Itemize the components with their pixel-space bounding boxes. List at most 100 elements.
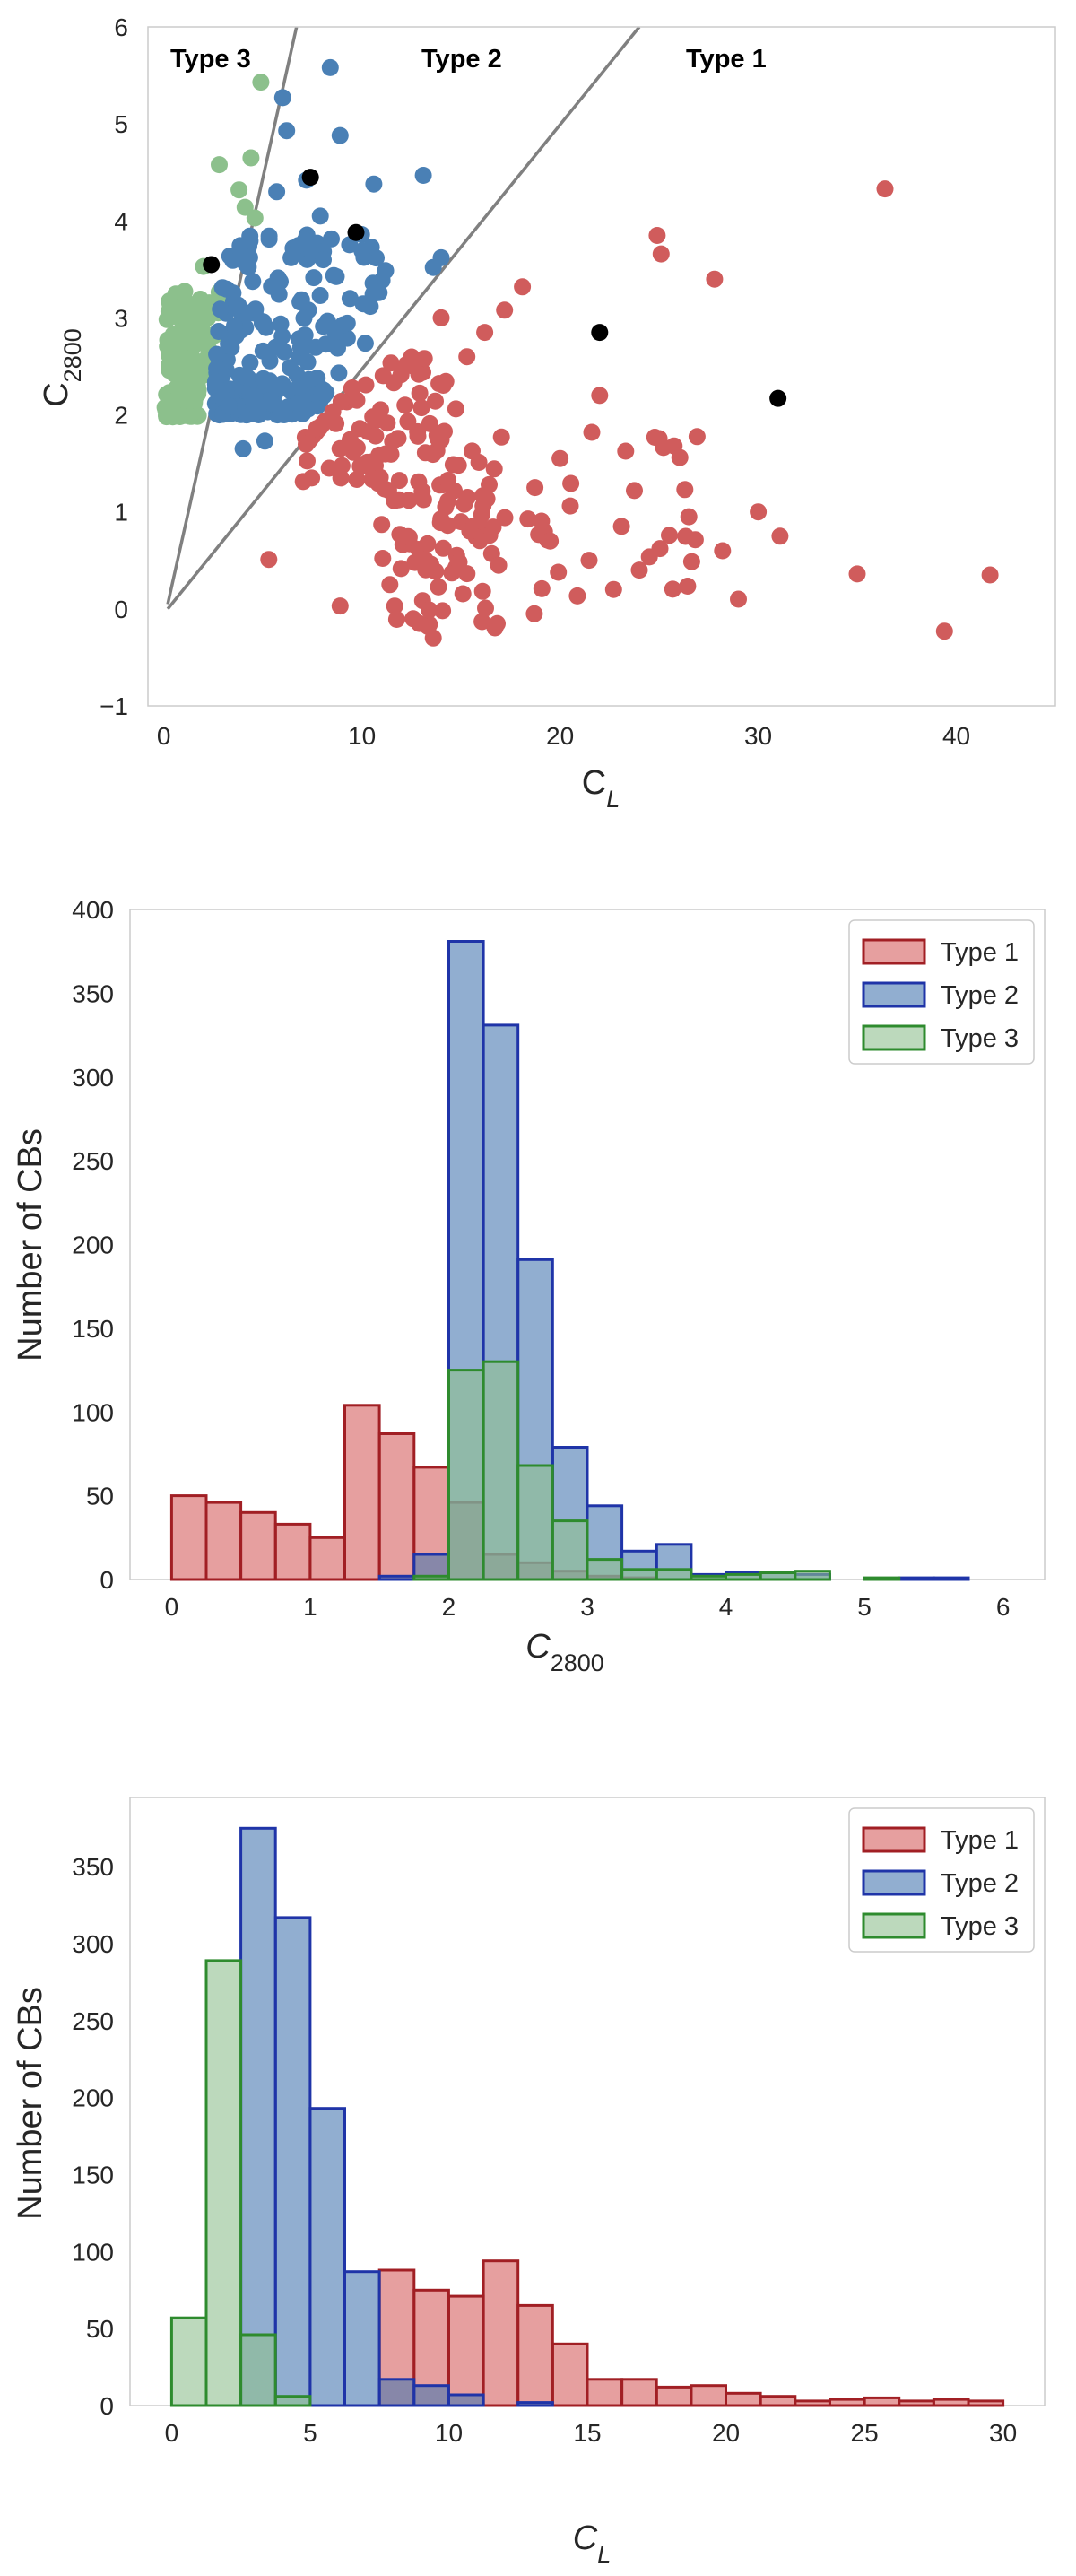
legend-swatch <box>862 1024 926 1051</box>
type1-bar <box>204 1501 243 1581</box>
type1-point <box>661 527 678 544</box>
type1-point <box>476 324 494 342</box>
type2-point <box>370 283 388 301</box>
y-tick-label: 0 <box>100 2392 114 2420</box>
cl-y-axis-label: Number of CBs <box>12 1987 49 2220</box>
type2-point <box>292 291 310 309</box>
type1-point <box>381 576 399 594</box>
y-tick-label: 4 <box>114 207 128 235</box>
y-tick-label: 350 <box>72 979 114 1007</box>
type2-point <box>317 335 334 353</box>
type2-point <box>263 277 281 295</box>
type2-point <box>424 258 442 276</box>
type1-point <box>308 420 325 438</box>
type3-point <box>181 407 198 425</box>
legend-label: Type 1 <box>941 938 1019 967</box>
type3-bar <box>447 1369 485 1581</box>
type1-point <box>357 376 375 394</box>
type1-point <box>430 375 448 393</box>
type1-point <box>382 445 400 463</box>
x-tick-label: 10 <box>348 722 376 750</box>
type2-point <box>330 364 348 382</box>
type1-point <box>981 566 999 584</box>
black-marker <box>769 389 787 407</box>
type1-point <box>648 227 666 244</box>
type2-point <box>218 280 236 298</box>
type3-point <box>178 294 196 312</box>
type2-bar <box>447 2393 485 2407</box>
legend-label: Type 2 <box>941 981 1019 1010</box>
y-tick-label: 50 <box>86 1483 114 1510</box>
type2-point <box>414 167 432 184</box>
type1-point <box>935 622 953 640</box>
type1-bar <box>273 1522 312 1581</box>
legend-swatch <box>862 1869 926 1896</box>
type1-point <box>333 393 351 410</box>
type2-point <box>296 231 314 249</box>
type2-point <box>234 439 252 457</box>
type1-point <box>411 614 429 632</box>
type2-point <box>241 353 259 371</box>
type1-point <box>568 587 586 605</box>
y-tick-label: 5 <box>114 110 128 138</box>
legend-label: Type 2 <box>941 1869 1019 1898</box>
type1-point <box>533 512 551 530</box>
type1-point <box>396 396 414 414</box>
type1-bar <box>967 2399 1005 2407</box>
type3-bar <box>794 1570 831 1581</box>
x-tick-label: 5 <box>857 1593 872 1621</box>
type3-bar <box>239 2333 277 2407</box>
y-tick-label: 1 <box>114 499 128 527</box>
type3-bar <box>412 1574 450 1581</box>
type1-point <box>492 428 510 446</box>
type2-point <box>260 227 278 245</box>
type3-bar <box>516 1464 554 1581</box>
type2-bar <box>898 1576 935 1581</box>
type2-bar <box>239 1826 277 2407</box>
type1-bar <box>551 2342 589 2407</box>
x-tick-label: 6 <box>996 1593 1011 1621</box>
type3-bar <box>759 1571 797 1581</box>
type1-point <box>652 245 670 263</box>
type1-point <box>533 579 551 597</box>
type1-point <box>525 605 543 622</box>
c2800-x-axis-label: C2800 <box>525 1628 604 1676</box>
type2-point <box>208 360 226 378</box>
type3-point <box>246 209 264 227</box>
type2-point <box>245 396 263 413</box>
x-tick-label: 0 <box>165 2419 179 2447</box>
black-marker <box>591 324 609 342</box>
type1-bar <box>759 2395 797 2407</box>
type2-point <box>278 122 296 140</box>
type1-point <box>485 460 503 478</box>
legend-swatch <box>862 1826 926 1853</box>
type1-point <box>730 590 747 608</box>
y-tick-label: 50 <box>86 2315 114 2343</box>
type2-point <box>247 300 265 318</box>
scatter-x-axis-label: CL <box>582 764 620 807</box>
type1-bar <box>620 2378 658 2407</box>
type1-point <box>333 457 351 474</box>
type2-point <box>212 300 230 318</box>
type2-point <box>273 89 291 107</box>
scatter-points <box>156 58 999 647</box>
black-markers <box>203 169 787 407</box>
type3-bar <box>482 1360 520 1581</box>
type2-point <box>323 230 340 248</box>
type3-point <box>242 149 260 167</box>
type2-bar <box>273 1916 312 2407</box>
cl-y-ticks: 0 50 100 150 200 250 300 350 <box>72 1853 114 2420</box>
type1-point <box>458 348 476 366</box>
type1-point <box>382 354 400 372</box>
type1-point <box>677 527 695 545</box>
type1-point <box>680 508 698 526</box>
type1-bar <box>898 2399 935 2407</box>
type1-point <box>373 516 391 534</box>
type1-bar <box>932 2398 970 2407</box>
type1-bar <box>343 1404 381 1581</box>
y-tick-label: 150 <box>72 2162 114 2189</box>
type1-bar <box>586 2378 624 2407</box>
type2-bar <box>516 2401 554 2407</box>
type1-point <box>519 510 537 528</box>
type2-point <box>299 353 317 371</box>
